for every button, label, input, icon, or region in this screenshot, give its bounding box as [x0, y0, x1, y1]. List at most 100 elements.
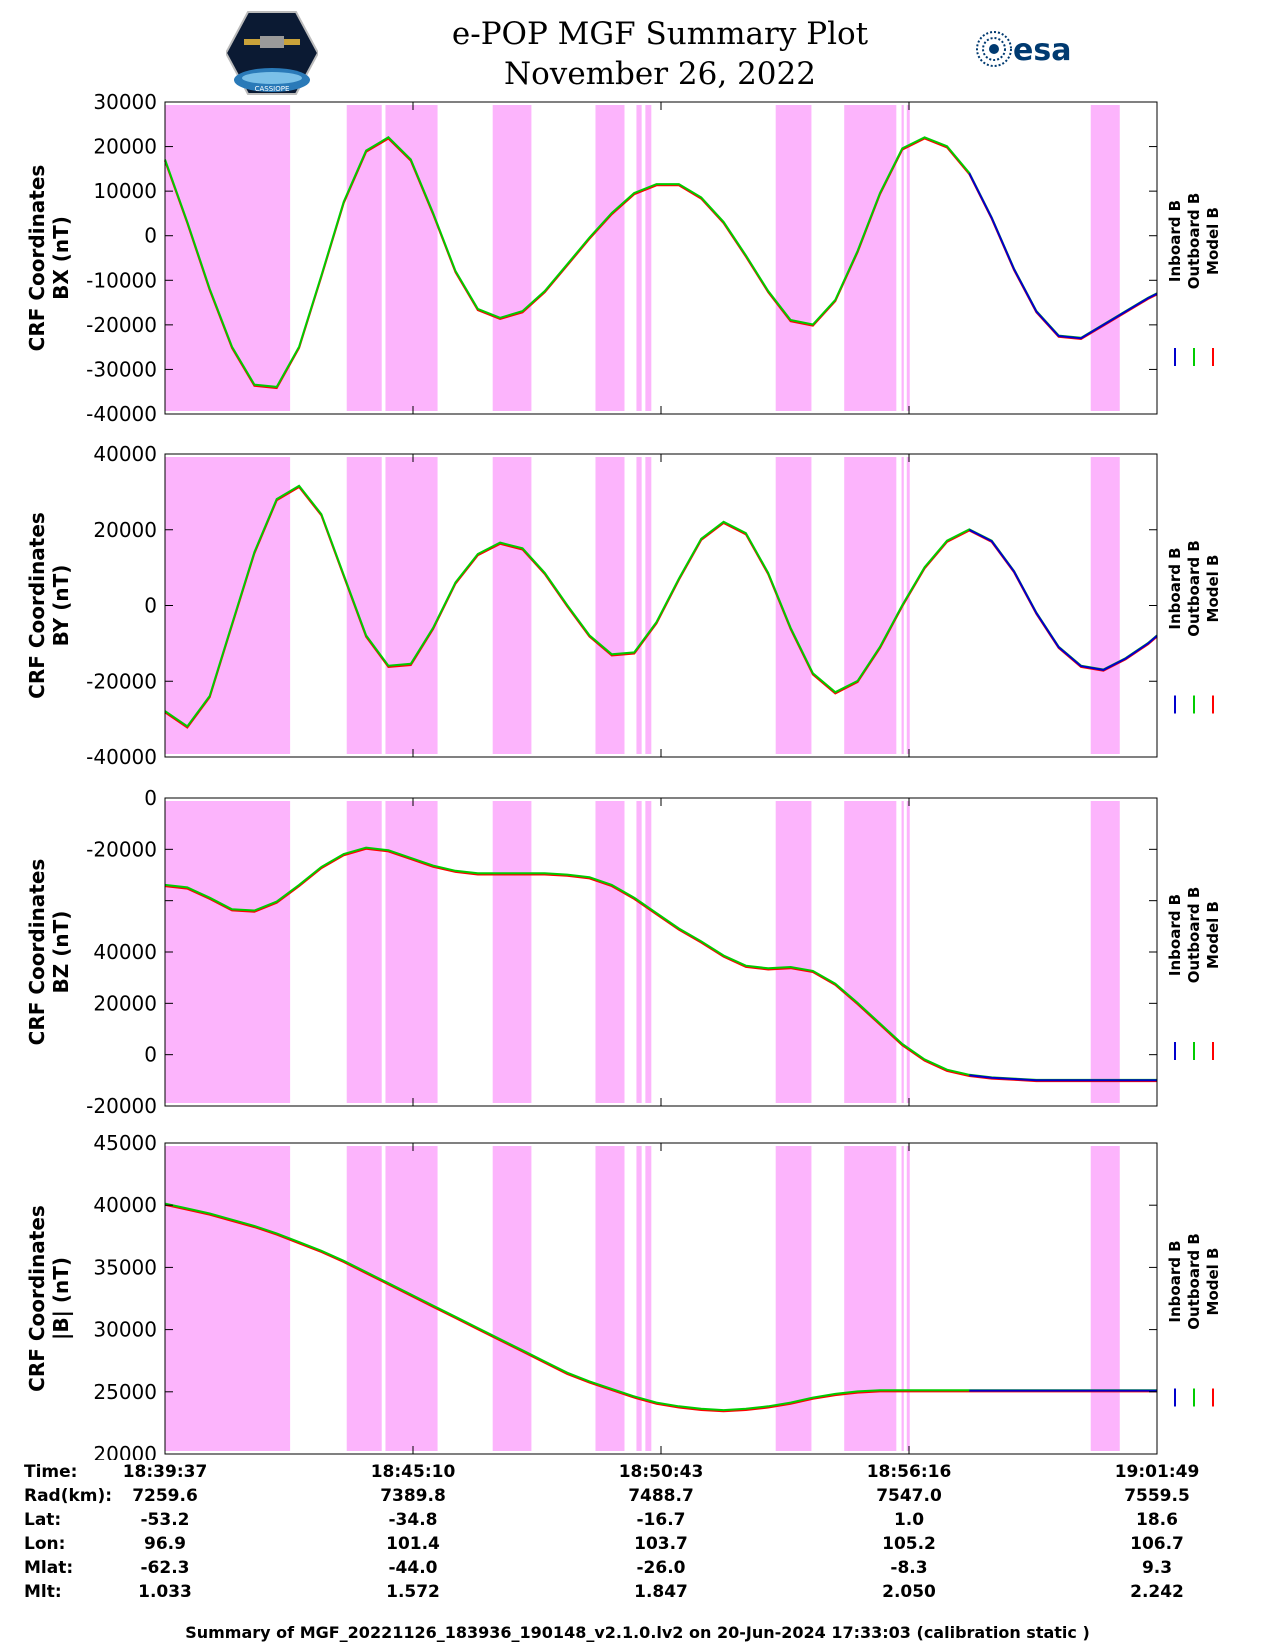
series-model-b — [164, 1203, 1157, 1413]
info-cell: 7259.6 — [132, 1486, 198, 1506]
info-cell: 18.6 — [1136, 1510, 1178, 1530]
y-tick-label: -20000 — [86, 669, 157, 693]
y-tick-label: -20000 — [86, 837, 157, 861]
y-tick-label: 40000 — [93, 1193, 157, 1217]
y-tick-label: 40000 — [93, 940, 157, 964]
info-cell: 7488.7 — [628, 1486, 694, 1506]
y-tick-label: 20000 — [93, 991, 157, 1015]
info-row-label: Lon: — [24, 1534, 66, 1554]
plot-area: 30000 20000 10000 0 -10000 -20000 -30000 -40000… — [25, 90, 1222, 1460]
y-tick-label: 0 — [144, 594, 157, 618]
legend-label: Inboard B — [1166, 547, 1184, 629]
shaded-interval — [385, 457, 438, 754]
y-tick-label: 20000 — [93, 518, 157, 542]
shaded-interval — [645, 801, 652, 1103]
panel-1: 30000 20000 10000 0 -10000 -20000 -30000 -40000… — [25, 90, 1222, 426]
y-tick-label: 0 — [144, 224, 157, 248]
series-outboard-b — [164, 1202, 1157, 1412]
y-axis-label-line: BY (nT) — [49, 565, 73, 647]
legend-label: Model B — [1204, 207, 1222, 275]
info-cell: 101.4 — [386, 1534, 440, 1554]
shaded-interval — [636, 801, 642, 1103]
shaded-interval — [385, 105, 438, 411]
series-inboard-b — [968, 172, 1158, 340]
y-tick-label: 20000 — [93, 1442, 157, 1460]
info-cell: -16.7 — [636, 1510, 686, 1530]
info-cell: 106.7 — [1130, 1534, 1184, 1554]
y-tick-label: 0 — [144, 786, 157, 810]
page-title: e-POP MGF Summary Plot November 26, 2022 — [350, 14, 970, 94]
panel-4: 45000 40000 35000 30000 25000 20000 CRF Coordi… — [25, 1131, 1222, 1460]
series-outboard-b — [164, 136, 1158, 388]
y-tick-label: 40000 — [93, 442, 157, 466]
shaded-interval — [636, 457, 642, 754]
legend-label: Model B — [1204, 901, 1222, 969]
shaded-interval — [844, 105, 897, 411]
shaded-interval — [165, 801, 291, 1103]
info-cell: -53.2 — [140, 1510, 190, 1530]
info-cell: 9.3 — [1141, 1558, 1173, 1578]
y-tick-label: 45000 — [93, 1131, 157, 1155]
info-cell: 1.0 — [893, 1510, 925, 1530]
shaded-interval — [165, 1146, 291, 1451]
shaded-interval — [492, 801, 532, 1103]
legend-label: Outboard B — [1185, 1233, 1203, 1330]
info-cell: 18:56:16 — [866, 1462, 952, 1482]
shaded-interval — [901, 1146, 904, 1451]
series-model-b — [164, 137, 1158, 390]
y-tick-label: -30000 — [86, 357, 157, 381]
shaded-interval — [636, 105, 642, 411]
shaded-interval — [492, 105, 532, 411]
y-axis-label-line: CRF Coordinates — [25, 1205, 49, 1392]
shaded-interval — [1090, 457, 1120, 754]
shaded-interval — [775, 105, 812, 411]
shaded-interval — [906, 1146, 910, 1451]
cassiope-logo-text: CASSIOPE — [255, 85, 290, 93]
series-inboard-b — [968, 528, 1158, 671]
info-cell: 7547.0 — [876, 1486, 942, 1506]
legend-label: Outboard B — [1185, 193, 1203, 290]
panel-2: 40000 20000 0 -20000 -40000 CRF CoordinatesBY… — [25, 442, 1222, 769]
info-cell: 1.033 — [138, 1582, 192, 1602]
info-cell: 1.847 — [634, 1582, 688, 1602]
title-line-2: November 26, 2022 — [504, 56, 816, 92]
info-cell: 1.572 — [386, 1582, 440, 1602]
shaded-interval — [165, 457, 291, 754]
shaded-interval — [346, 105, 382, 411]
info-cell: 18:50:43 — [618, 1462, 704, 1482]
shaded-interval — [775, 801, 812, 1103]
y-tick-label: 10000 — [93, 179, 157, 203]
shaded-interval — [595, 457, 625, 754]
esa-logo-text: esa — [1013, 33, 1071, 68]
shaded-interval — [906, 105, 910, 411]
panel-frame — [164, 797, 1158, 1107]
y-tick-label: -20000 — [86, 1094, 157, 1118]
esa-logo: esa — [976, 31, 1071, 68]
shaded-interval — [901, 105, 904, 411]
shaded-interval — [636, 1146, 642, 1451]
y-tick-label: -20000 — [86, 313, 157, 337]
y-axis-label: CRF Coordinates|B| (nT) — [25, 1205, 73, 1392]
series-outboard-b — [164, 846, 1157, 1081]
info-cell: -62.3 — [140, 1558, 190, 1578]
shaded-interval — [346, 1146, 382, 1451]
info-cell: -44.0 — [388, 1558, 438, 1578]
y-tick-label: 25000 — [93, 1380, 157, 1404]
y-axis-label-line: BZ (nT) — [49, 911, 73, 994]
shaded-interval — [645, 105, 652, 411]
cassiope-logo: CASSIOPE — [226, 11, 318, 95]
footer-summary: Summary of MGF_20221126_183936_190148_v2… — [185, 1623, 1090, 1642]
panel-frame — [164, 1142, 1158, 1455]
y-axis-label-line: CRF Coordinates — [25, 165, 49, 352]
info-cell: -34.8 — [388, 1510, 438, 1530]
y-tick-label: 35000 — [93, 1255, 157, 1279]
legend-label: Inboard B — [1166, 200, 1184, 282]
y-axis-label-line: CRF Coordinates — [25, 512, 49, 699]
shaded-interval — [385, 801, 438, 1103]
y-axis-label-line: |B| (nT) — [49, 1257, 73, 1340]
shaded-interval — [844, 801, 897, 1103]
info-cell: 18:39:37 — [122, 1462, 208, 1482]
info-cell: -26.0 — [636, 1558, 686, 1578]
title-line-1: e-POP MGF Summary Plot — [451, 16, 869, 52]
series-model-b — [164, 485, 1158, 729]
